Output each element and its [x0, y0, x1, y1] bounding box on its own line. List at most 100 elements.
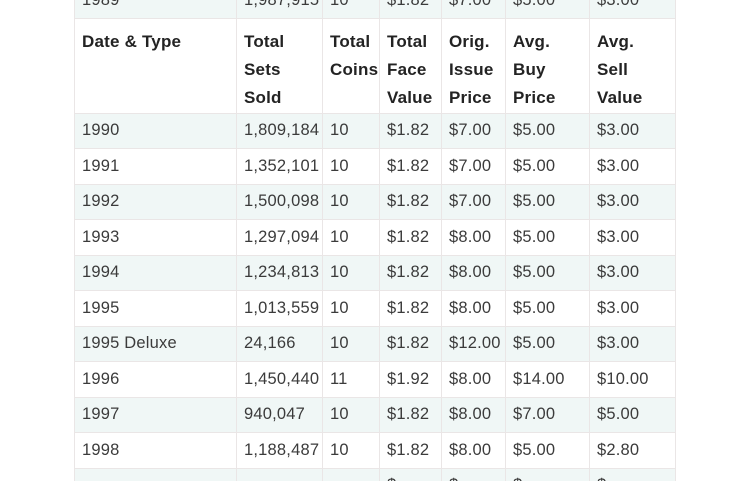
cell-date: 1995 Deluxe [74, 325, 237, 362]
cell-issue-price: $12.00 [441, 325, 506, 362]
cell-sets-sold: 1,352,101 [236, 148, 323, 185]
cell-sell-value: $3.00 [589, 219, 676, 256]
table-row-1993: 1993 1,297,094 10 $1.82 $8.00 $5.00 $3.0… [74, 219, 676, 256]
table-row-partial-bottom: $ $ $ $ [74, 467, 676, 481]
cell-coins: 10 [322, 219, 380, 256]
cell-coins: 10 [322, 396, 380, 433]
cell-sets-sold: 1,297,094 [236, 219, 323, 256]
cell-buy-price: $5.00 [505, 325, 590, 362]
cell-coins: 10 [322, 183, 380, 220]
cell-sell-value: $3.00 [589, 290, 676, 327]
cell-issue-price: $8.00 [441, 254, 506, 291]
cell-date: 1989 [74, 0, 237, 19]
cell-date: 1992 [74, 183, 237, 220]
col-header-total-coins: Total Coins [322, 17, 380, 114]
cell-buy-price: $5.00 [505, 254, 590, 291]
cell-sell-value: $3.00 [589, 254, 676, 291]
cell-sell-value: $5.00 [589, 396, 676, 433]
cell-sell-value: $3.00 [589, 0, 676, 19]
cell-issue-price: $7.00 [441, 0, 506, 19]
cell-issue-price: $ [441, 467, 506, 481]
cell-coins: 10 [322, 0, 380, 19]
cell-buy-price: $14.00 [505, 361, 590, 398]
table-row-1998: 1998 1,188,487 10 $1.82 $8.00 $5.00 $2.8… [74, 432, 676, 469]
table-row-1996: 1996 1,450,440 11 $1.92 $8.00 $14.00 $10… [74, 361, 676, 398]
cell-coins: 10 [322, 432, 380, 469]
cell-date: 1994 [74, 254, 237, 291]
cell-date: 1998 [74, 432, 237, 469]
cell-sell-value: $3.00 [589, 112, 676, 149]
cell-sets-sold: 1,809,184 [236, 112, 323, 149]
cell-sets-sold [236, 467, 323, 481]
col-header-avg-sell-value: Avg. Sell Value [589, 17, 676, 114]
cell-date: 1990 [74, 112, 237, 149]
cell-sets-sold: 1,188,487 [236, 432, 323, 469]
cell-sell-value: $3.00 [589, 325, 676, 362]
cell-face-value: $1.82 [379, 183, 442, 220]
table-row-1997: 1997 940,047 10 $1.82 $8.00 $7.00 $5.00 [74, 396, 676, 433]
table-row-1990: 1990 1,809,184 10 $1.82 $7.00 $5.00 $3.0… [74, 112, 676, 149]
table-row-1994: 1994 1,234,813 10 $1.82 $8.00 $5.00 $3.0… [74, 254, 676, 291]
cell-face-value: $1.82 [379, 290, 442, 327]
cell-buy-price: $5.00 [505, 219, 590, 256]
cell-issue-price: $8.00 [441, 396, 506, 433]
cell-face-value: $1.82 [379, 148, 442, 185]
cell-face-value: $1.82 [379, 112, 442, 149]
cell-face-value: $ [379, 467, 442, 481]
cell-face-value: $1.92 [379, 361, 442, 398]
cell-sell-value: $3.00 [589, 148, 676, 185]
table-row-1995: 1995 1,013,559 10 $1.82 $8.00 $5.00 $3.0… [74, 290, 676, 327]
table-row-1991: 1991 1,352,101 10 $1.82 $7.00 $5.00 $3.0… [74, 148, 676, 185]
cell-buy-price: $5.00 [505, 148, 590, 185]
table-row-1989-partial: 1989 1,987,915 10 $1.82 $7.00 $5.00 $3.0… [74, 0, 676, 19]
cell-sell-value: $10.00 [589, 361, 676, 398]
cell-date [74, 467, 237, 481]
col-header-total-sets-sold: Total Sets Sold [236, 17, 323, 114]
cell-face-value: $1.82 [379, 0, 442, 19]
cell-sell-value: $2.80 [589, 432, 676, 469]
col-header-orig-issue-price: Orig. Issue Price [441, 17, 506, 114]
cell-coins: 10 [322, 325, 380, 362]
table-row-1995-deluxe: 1995 Deluxe 24,166 10 $1.82 $12.00 $5.00… [74, 325, 676, 362]
cell-sets-sold: 24,166 [236, 325, 323, 362]
cell-coins [322, 467, 380, 481]
cell-sets-sold: 1,013,559 [236, 290, 323, 327]
cell-issue-price: $8.00 [441, 219, 506, 256]
cell-face-value: $1.82 [379, 254, 442, 291]
cell-buy-price: $ [505, 467, 590, 481]
table-row-1992: 1992 1,500,098 10 $1.82 $7.00 $5.00 $3.0… [74, 183, 676, 220]
table-header-row: Date & Type Total Sets Sold Total Coins … [74, 17, 676, 114]
cell-face-value: $1.82 [379, 219, 442, 256]
cell-buy-price: $5.00 [505, 112, 590, 149]
cell-sets-sold: 1,500,098 [236, 183, 323, 220]
coin-sets-table: 1989 1,987,915 10 $1.82 $7.00 $5.00 $3.0… [74, 0, 676, 481]
cell-issue-price: $8.00 [441, 432, 506, 469]
cell-issue-price: $7.00 [441, 183, 506, 220]
col-header-total-face-value: Total Face Value [379, 17, 442, 114]
cell-buy-price: $7.00 [505, 396, 590, 433]
cell-coins: 10 [322, 112, 380, 149]
cell-date: 1996 [74, 361, 237, 398]
cell-buy-price: $5.00 [505, 290, 590, 327]
cell-buy-price: $5.00 [505, 432, 590, 469]
cell-issue-price: $7.00 [441, 112, 506, 149]
cell-coins: 10 [322, 290, 380, 327]
cell-face-value: $1.82 [379, 432, 442, 469]
cell-sell-value: $3.00 [589, 183, 676, 220]
cell-buy-price: $5.00 [505, 0, 590, 19]
cell-sets-sold: 1,234,813 [236, 254, 323, 291]
cell-sets-sold: 1,987,915 [236, 0, 323, 19]
cell-sell-value: $ [589, 467, 676, 481]
cell-face-value: $1.82 [379, 396, 442, 433]
cell-issue-price: $8.00 [441, 361, 506, 398]
cell-issue-price: $8.00 [441, 290, 506, 327]
cell-sets-sold: 940,047 [236, 396, 323, 433]
cell-coins: 10 [322, 254, 380, 291]
cell-sets-sold: 1,450,440 [236, 361, 323, 398]
cell-issue-price: $7.00 [441, 148, 506, 185]
cell-buy-price: $5.00 [505, 183, 590, 220]
cell-date: 1993 [74, 219, 237, 256]
cell-coins: 11 [322, 361, 380, 398]
col-header-avg-buy-price: Avg. Buy Price [505, 17, 590, 114]
